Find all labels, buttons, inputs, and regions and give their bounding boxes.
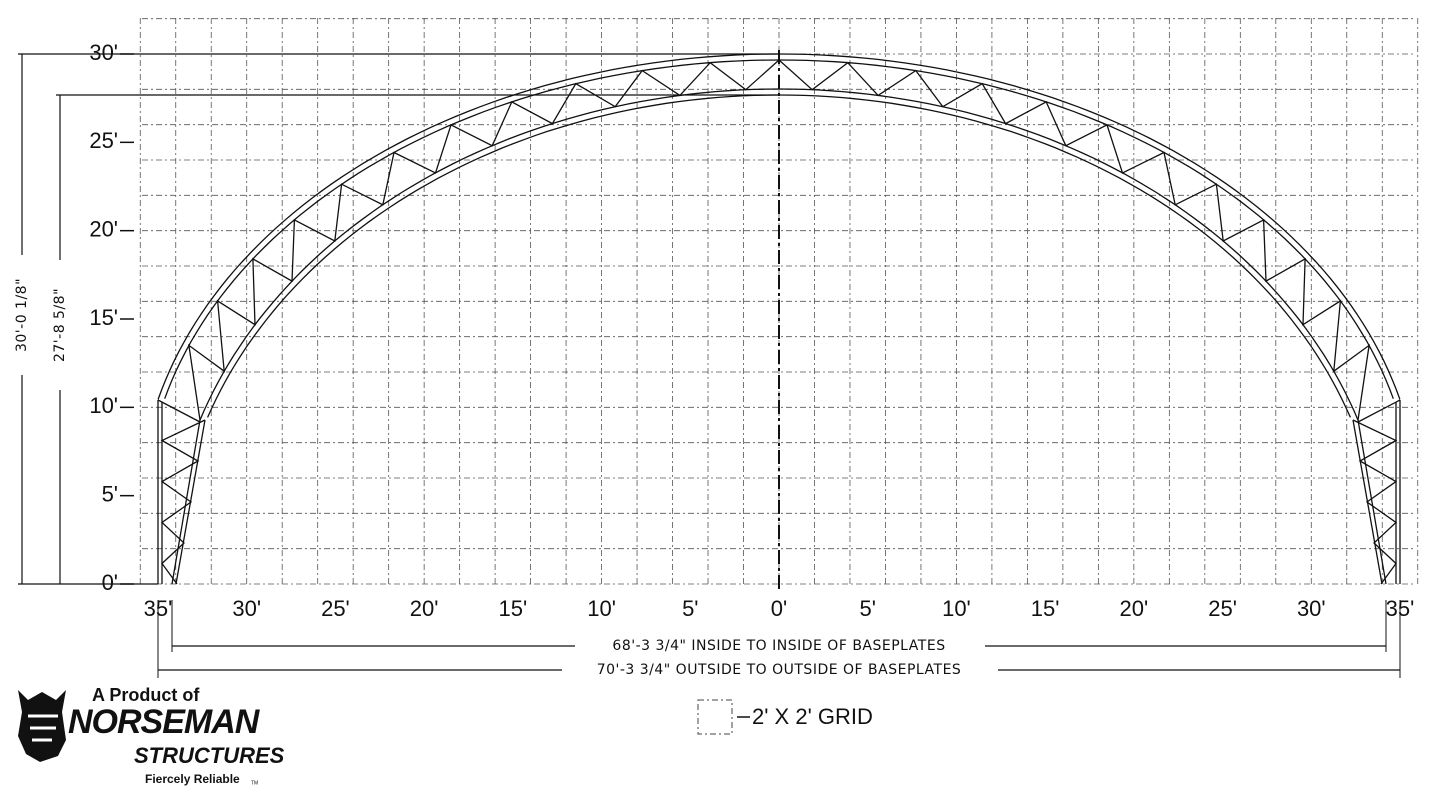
legend-swatch bbox=[697, 699, 733, 735]
y-tick-label: 25' bbox=[89, 128, 118, 153]
y-tick-label: 0' bbox=[102, 570, 118, 595]
leg bbox=[171, 419, 201, 585]
outer-height: 30'-0 1/8" bbox=[14, 278, 30, 352]
logo: A Product of NORSEMAN STRUCTURES Fiercel… bbox=[18, 685, 285, 786]
y-tick-label: 15' bbox=[89, 305, 118, 330]
x-tick-label: 20' bbox=[410, 596, 439, 621]
mask bbox=[12, 255, 32, 375]
x-tick-label: 30' bbox=[232, 596, 261, 621]
logo-motto: Fiercely Reliable bbox=[145, 772, 240, 786]
logo-tagline: A Product of bbox=[92, 685, 200, 705]
x-tick-label: 35' bbox=[144, 596, 173, 621]
leg-web bbox=[1352, 419, 1398, 585]
mask bbox=[562, 661, 998, 679]
x-tick-label: 25' bbox=[321, 596, 350, 621]
x-tick-label: 5' bbox=[682, 596, 698, 621]
inside-width: 68'-3 3/4" INSIDE TO INSIDE OF BASEPLATE… bbox=[612, 638, 945, 654]
mask bbox=[575, 637, 985, 655]
y-tick-label: 10' bbox=[89, 393, 118, 418]
x-tick-label: 25' bbox=[1208, 596, 1237, 621]
y-tick-label: 20' bbox=[89, 216, 118, 241]
logo-head bbox=[18, 690, 66, 762]
truss-web bbox=[188, 59, 1370, 421]
leg bbox=[1357, 419, 1387, 585]
y-tick-label: 5' bbox=[102, 481, 118, 506]
x-tick-label: 30' bbox=[1297, 596, 1326, 621]
leg-web bbox=[160, 419, 206, 585]
x-tick-label: 10' bbox=[587, 596, 616, 621]
logo-sub: STRUCTURES bbox=[134, 743, 285, 768]
inner-height: 27'-8 5/8" bbox=[52, 288, 68, 362]
x-tick-label: 20' bbox=[1120, 596, 1149, 621]
x-tick-label: 5' bbox=[859, 596, 875, 621]
y-tick-label: 30' bbox=[89, 40, 118, 65]
outside-width: 70'-3 3/4" OUTSIDE TO OUTSIDE OF BASEPLA… bbox=[597, 662, 962, 678]
x-tick-label: 10' bbox=[942, 596, 971, 621]
logo-detail bbox=[28, 714, 58, 742]
x-tick-label: 0' bbox=[771, 596, 787, 621]
leg-cap bbox=[157, 399, 201, 423]
x-tick-label: 15' bbox=[1031, 596, 1060, 621]
mask bbox=[50, 260, 70, 390]
legend-text: 2' X 2' GRID bbox=[752, 704, 873, 729]
logo-brand: NORSEMAN bbox=[68, 703, 261, 741]
leg-cap bbox=[1357, 399, 1401, 423]
x-tick-label: 15' bbox=[499, 596, 528, 621]
x-tick-label: 35' bbox=[1386, 596, 1415, 621]
logo-tm: TM bbox=[251, 780, 258, 786]
